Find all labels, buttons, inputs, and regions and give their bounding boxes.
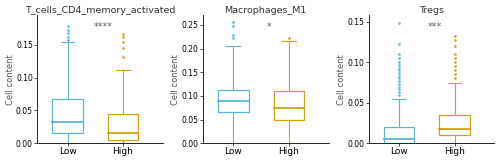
- Point: [450, 34, 458, 37]
- Title: T_cells_CD4_memory_activated: T_cells_CD4_memory_activated: [25, 6, 175, 15]
- Text: *: *: [267, 22, 272, 32]
- Point: [64, 32, 72, 34]
- Point: [64, 38, 72, 41]
- Point: [119, 47, 127, 49]
- Title: Macrophages_M1: Macrophages_M1: [224, 6, 307, 15]
- Point: [450, 65, 458, 68]
- Point: [230, 24, 237, 27]
- Point: [230, 21, 237, 24]
- Point: [450, 45, 458, 47]
- Bar: [218, 90, 248, 112]
- Point: [395, 53, 403, 56]
- Bar: [52, 99, 83, 133]
- Point: [395, 83, 403, 86]
- Bar: [108, 114, 138, 140]
- Bar: [274, 91, 304, 120]
- Point: [119, 40, 127, 43]
- Point: [450, 61, 458, 64]
- Point: [395, 67, 403, 69]
- Point: [395, 80, 403, 82]
- Point: [230, 37, 237, 39]
- Point: [450, 57, 458, 60]
- Point: [395, 88, 403, 90]
- Point: [395, 85, 403, 88]
- Point: [64, 36, 72, 38]
- Text: ****: ****: [94, 22, 113, 32]
- Point: [395, 22, 403, 25]
- Title: Tregs: Tregs: [419, 6, 444, 15]
- Y-axis label: Cell content: Cell content: [337, 54, 346, 105]
- Point: [395, 64, 403, 66]
- Bar: [384, 127, 414, 143]
- Point: [395, 77, 403, 80]
- Point: [395, 72, 403, 74]
- Y-axis label: Cell content: Cell content: [6, 54, 15, 105]
- Point: [395, 43, 403, 46]
- Point: [119, 32, 127, 35]
- Bar: [440, 115, 470, 135]
- Point: [119, 55, 127, 58]
- Point: [395, 61, 403, 64]
- Point: [285, 37, 293, 39]
- Point: [450, 73, 458, 76]
- Point: [230, 34, 237, 37]
- Point: [395, 57, 403, 60]
- Point: [64, 29, 72, 31]
- Point: [450, 53, 458, 56]
- Y-axis label: Cell content: Cell content: [172, 54, 180, 105]
- Point: [119, 36, 127, 38]
- Point: [450, 69, 458, 72]
- Point: [395, 69, 403, 72]
- Point: [64, 25, 72, 28]
- Point: [395, 93, 403, 96]
- Point: [395, 91, 403, 94]
- Text: ***: ***: [428, 22, 442, 32]
- Point: [450, 77, 458, 80]
- Point: [395, 75, 403, 77]
- Point: [450, 38, 458, 41]
